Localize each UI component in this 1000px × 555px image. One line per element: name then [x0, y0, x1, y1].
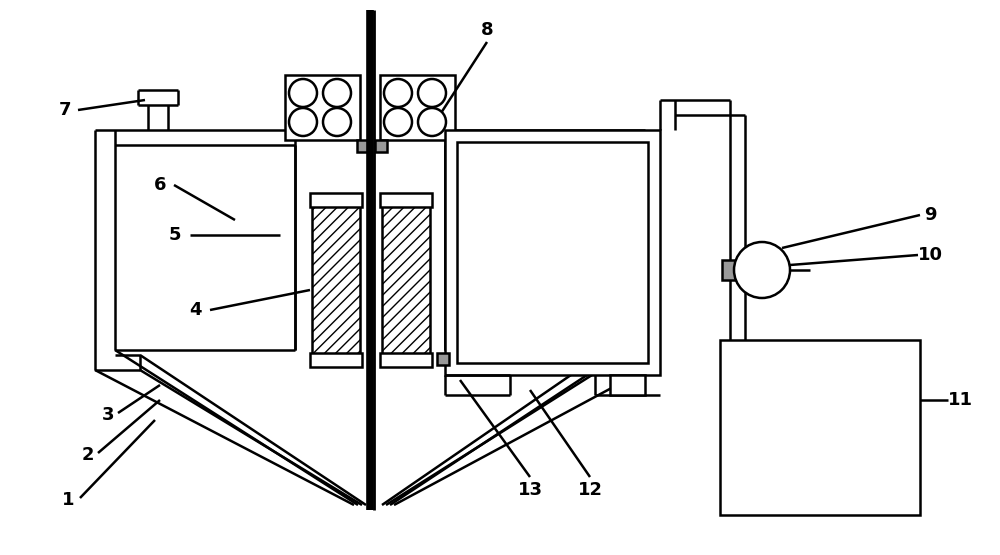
Bar: [722, 260, 744, 280]
Bar: [310, 353, 362, 367]
Circle shape: [323, 108, 351, 136]
Circle shape: [289, 108, 317, 136]
Circle shape: [734, 242, 790, 298]
Bar: [382, 205, 430, 355]
Bar: [437, 353, 449, 365]
Circle shape: [418, 108, 446, 136]
Circle shape: [384, 79, 412, 107]
Bar: [285, 75, 360, 140]
Circle shape: [384, 108, 412, 136]
Text: 11: 11: [948, 391, 972, 409]
Text: 9: 9: [924, 206, 936, 224]
Bar: [380, 193, 432, 207]
Text: 1: 1: [62, 491, 74, 509]
Text: 8: 8: [481, 21, 493, 39]
Text: 12: 12: [578, 481, 602, 499]
Text: 5: 5: [169, 226, 181, 244]
Text: 2: 2: [82, 446, 94, 464]
Text: 3: 3: [102, 406, 114, 424]
Bar: [720, 340, 920, 515]
Bar: [375, 140, 387, 152]
Text: 13: 13: [518, 481, 542, 499]
Circle shape: [289, 79, 317, 107]
Bar: [380, 353, 432, 367]
Bar: [445, 130, 660, 375]
Circle shape: [323, 79, 351, 107]
Circle shape: [418, 79, 446, 107]
Text: 4: 4: [189, 301, 201, 319]
Bar: [380, 75, 455, 140]
Bar: [457, 142, 648, 363]
Bar: [610, 375, 645, 395]
Text: 10: 10: [918, 246, 942, 264]
Text: 7: 7: [59, 101, 71, 119]
Text: 6: 6: [154, 176, 166, 194]
Bar: [310, 193, 362, 207]
Bar: [312, 205, 360, 355]
Bar: [357, 140, 369, 152]
